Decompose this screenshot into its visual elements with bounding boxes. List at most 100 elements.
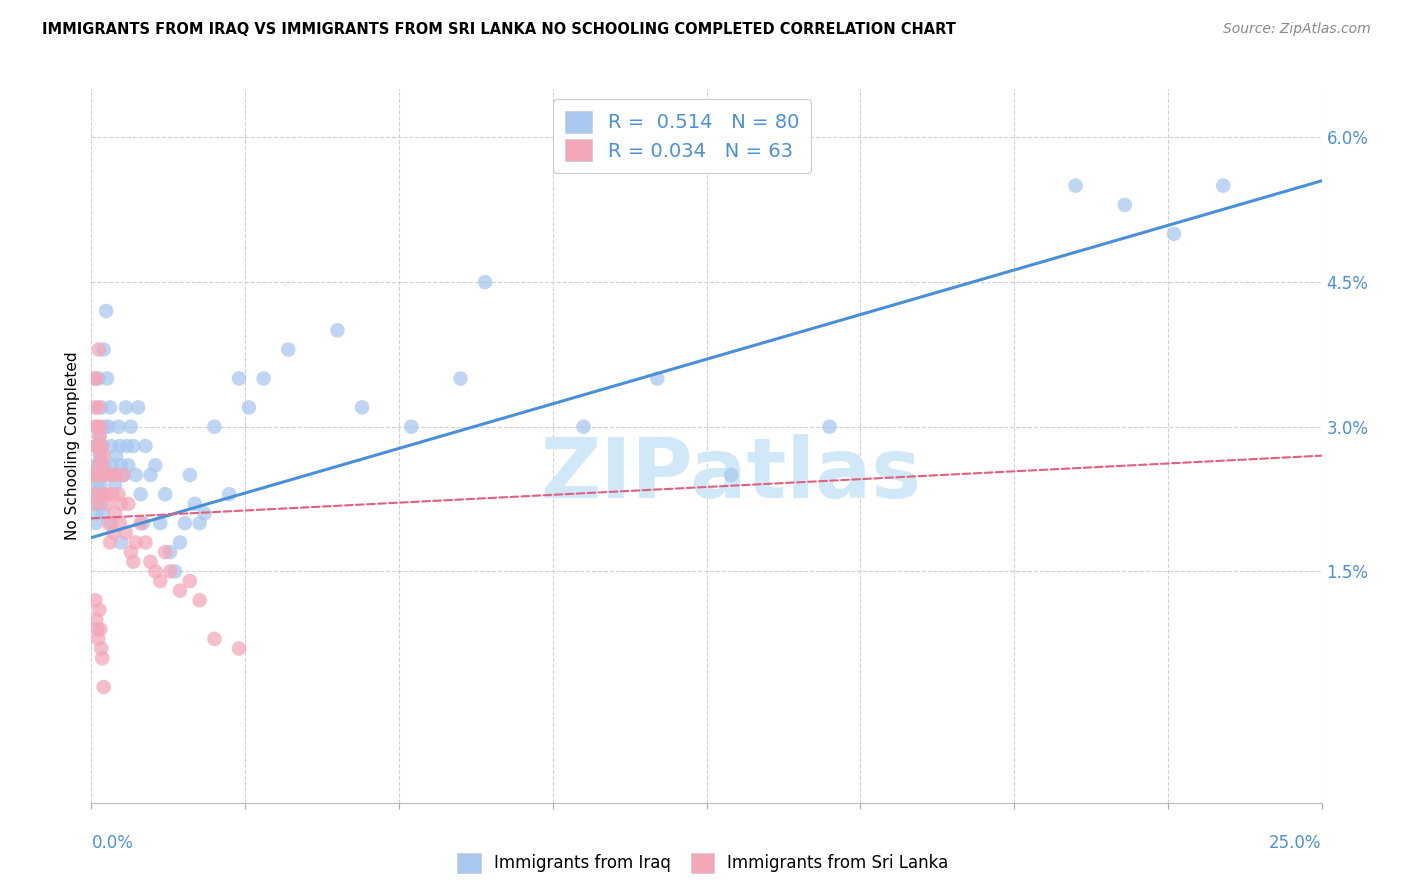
Text: 25.0%: 25.0% [1270,834,1322,852]
Point [188,593,211,607]
Point [87,458,110,473]
Point [86,613,108,627]
Point [86,458,108,473]
Point [253,371,276,385]
Point [90,439,112,453]
Point [93,680,115,694]
Point [84,487,107,501]
Point [87,458,110,473]
Point [1163,227,1185,241]
Point [179,467,201,482]
Point [228,641,250,656]
Point [120,545,142,559]
Point [153,487,177,501]
Point [110,458,132,473]
Point [112,467,135,482]
Point [91,487,114,501]
Point [90,467,112,482]
Point [169,583,191,598]
Point [149,574,172,588]
Point [93,449,115,463]
Point [110,497,132,511]
Point [91,651,114,665]
Point [84,516,107,530]
Point [818,419,841,434]
Point [97,516,120,530]
Point [101,487,124,501]
Point [89,429,111,443]
Point [124,535,148,549]
Point [86,507,108,521]
Point [135,439,157,453]
Point [91,439,114,453]
Point [326,323,349,337]
Point [124,467,148,482]
Point [90,641,112,656]
Point [83,371,105,385]
Point [115,439,138,453]
Point [86,477,108,491]
Point [84,439,107,453]
Point [193,507,217,521]
Point [89,622,111,636]
Point [277,343,299,357]
Point [104,477,127,491]
Point [83,497,105,511]
Point [93,458,115,473]
Point [84,593,107,607]
Point [83,401,105,415]
Point [449,371,471,385]
Point [114,525,138,540]
Point [86,622,108,636]
Point [96,304,117,318]
Point [188,516,211,530]
Legend: R =  0.514   N = 80, R = 0.034   N = 63: R = 0.514 N = 80, R = 0.034 N = 63 [553,99,811,173]
Point [89,429,111,443]
Point [86,497,108,511]
Point [90,467,112,482]
Point [1114,198,1136,212]
Point [159,565,181,579]
Point [86,371,108,385]
Point [1064,178,1087,193]
Point [91,458,114,473]
Point [100,516,122,530]
Point [149,516,172,530]
Point [720,467,742,482]
Point [89,467,111,482]
Point [104,507,127,521]
Point [399,419,422,434]
Point [90,449,112,463]
Point [103,525,125,540]
Point [183,497,207,511]
Point [139,555,162,569]
Point [87,467,110,482]
Point [94,419,117,434]
Text: Source: ZipAtlas.com: Source: ZipAtlas.com [1223,22,1371,37]
Point [98,535,121,549]
Point [122,555,145,569]
Point [101,458,124,473]
Point [1212,178,1234,193]
Point [218,487,240,501]
Point [129,487,152,501]
Point [87,401,110,415]
Point [98,401,121,415]
Point [93,467,115,482]
Point [169,535,191,549]
Point [91,507,114,521]
Point [90,487,112,501]
Point [114,401,138,415]
Point [122,439,145,453]
Point [93,343,115,357]
Point [135,535,157,549]
Point [108,516,131,530]
Point [238,401,260,415]
Point [105,449,127,463]
Point [96,371,118,385]
Point [89,603,111,617]
Point [100,467,122,482]
Y-axis label: No Schooling Completed: No Schooling Completed [65,351,80,541]
Text: ZIPatlas: ZIPatlas [541,434,921,515]
Point [153,545,177,559]
